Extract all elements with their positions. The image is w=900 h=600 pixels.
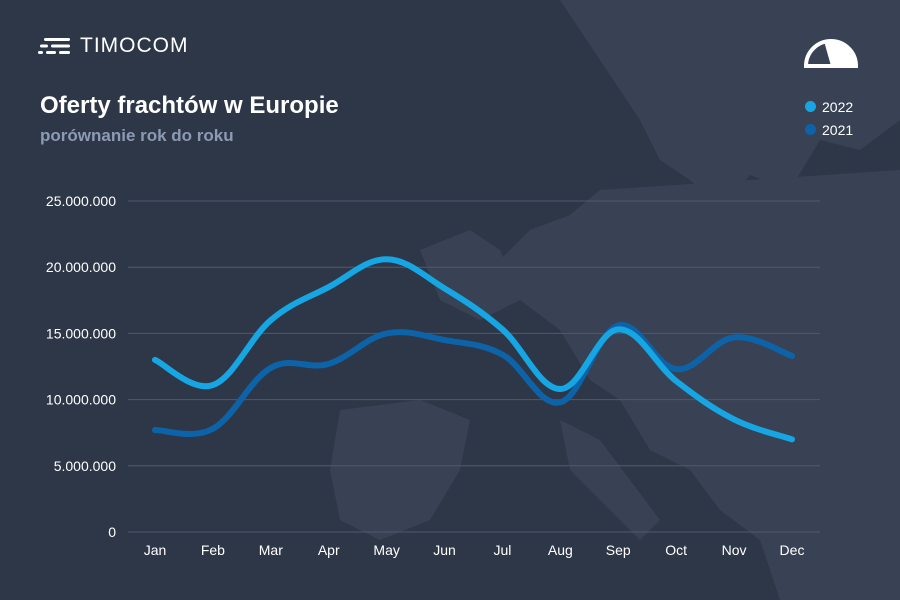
x-tick-label: Jun	[433, 542, 456, 558]
x-tick-label: Jan	[144, 542, 167, 558]
y-tick-label: 15.000.000	[46, 325, 116, 341]
legend-item-2022: 2022	[805, 95, 853, 118]
y-tick-label: 25.000.000	[46, 193, 116, 209]
y-tick-label: 5.000.000	[54, 458, 116, 474]
x-tick-label: Apr	[318, 542, 340, 558]
x-tick-label: Mar	[259, 542, 283, 558]
grid-lines	[128, 200, 820, 533]
x-tick-label: Nov	[722, 542, 747, 558]
legend-label-2021: 2021	[822, 121, 854, 138]
x-tick-label: Aug	[548, 542, 573, 558]
gauge-icon	[804, 39, 858, 68]
y-tick-label: 10.000.000	[46, 392, 116, 408]
x-tick-label: Sep	[606, 542, 631, 558]
chart-legend: 2022 2021	[805, 95, 853, 141]
legend-swatch-2021	[805, 124, 816, 135]
timocom-logo-icon	[38, 38, 70, 54]
x-tick-label: Feb	[201, 542, 225, 558]
legend-swatch-2022	[805, 101, 816, 112]
timocom-logo: TIMOCOM	[38, 34, 188, 58]
y-tick-label: 20.000.000	[46, 259, 116, 275]
y-tick-label: 0	[108, 524, 116, 540]
x-tick-label: Oct	[665, 542, 687, 558]
legend-label-2022: 2022	[822, 98, 854, 115]
x-tick-label: Dec	[780, 542, 805, 558]
series-line-2022	[152, 256, 795, 443]
x-tick-label: Jul	[494, 542, 512, 558]
brand-name: TIMOCOM	[80, 34, 189, 57]
chart-subtitle: porównanie rok do roku	[40, 126, 234, 145]
series-line-2021	[152, 322, 795, 438]
chart-title: Oferty frachtów w Europie	[40, 92, 339, 119]
legend-item-2021: 2021	[805, 118, 853, 141]
x-tick-label: May	[373, 542, 399, 558]
